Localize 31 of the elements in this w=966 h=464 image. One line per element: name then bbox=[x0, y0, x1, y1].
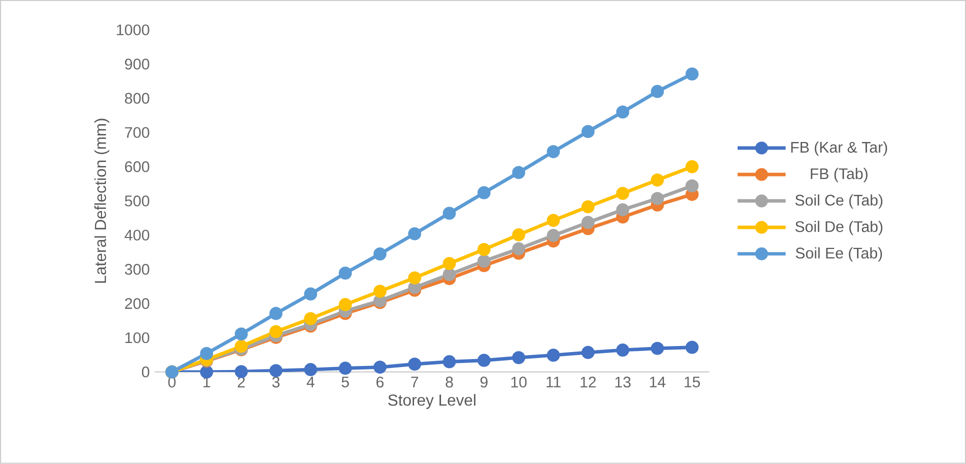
x-tick-label: 13 bbox=[615, 376, 631, 388]
x-tick-label: 5 bbox=[342, 376, 349, 388]
x-tick-label: 11 bbox=[546, 376, 561, 388]
x-tick-label: 6 bbox=[376, 376, 384, 388]
x-tick-label: 8 bbox=[446, 376, 453, 388]
legend-label: FB (Kar & Tar) bbox=[791, 142, 888, 156]
y-tick-label: 300 bbox=[124, 264, 150, 275]
y-axis-title: Lateral Deflection (mm) bbox=[94, 118, 110, 283]
x-tick-label: 9 bbox=[480, 376, 488, 388]
x-tick-label: 10 bbox=[511, 376, 527, 388]
y-tick-label: 1000 bbox=[116, 24, 150, 36]
y-tick-label: 500 bbox=[124, 196, 150, 206]
y-tick-label: 400 bbox=[124, 230, 150, 241]
y-tick-label: 0 bbox=[142, 366, 150, 378]
x-tick-label: 3 bbox=[272, 376, 280, 388]
x-tick-label: 4 bbox=[306, 376, 314, 388]
x-tick-label: 7 bbox=[411, 376, 418, 388]
y-tick-label: 700 bbox=[125, 127, 150, 138]
legend-label: Soil De (Tab) bbox=[795, 220, 882, 236]
y-tick-label: 900 bbox=[124, 58, 150, 70]
y-tick-label: 800 bbox=[124, 92, 150, 104]
legend-label: FB (Tab) bbox=[810, 168, 868, 182]
x-tick-label: 14 bbox=[650, 376, 666, 388]
x-tick-label: 12 bbox=[580, 376, 596, 388]
legend-label: Soil Ce (Tab) bbox=[795, 194, 882, 209]
y-tick-label: 600 bbox=[125, 161, 150, 172]
y-tick-label: 200 bbox=[125, 298, 150, 310]
x-axis-title: Storey Level bbox=[388, 394, 476, 410]
x-tick-label: 15 bbox=[684, 376, 700, 388]
y-tick-label: 100 bbox=[125, 332, 150, 344]
legend-label: Soil Ee (Tab) bbox=[796, 247, 882, 262]
